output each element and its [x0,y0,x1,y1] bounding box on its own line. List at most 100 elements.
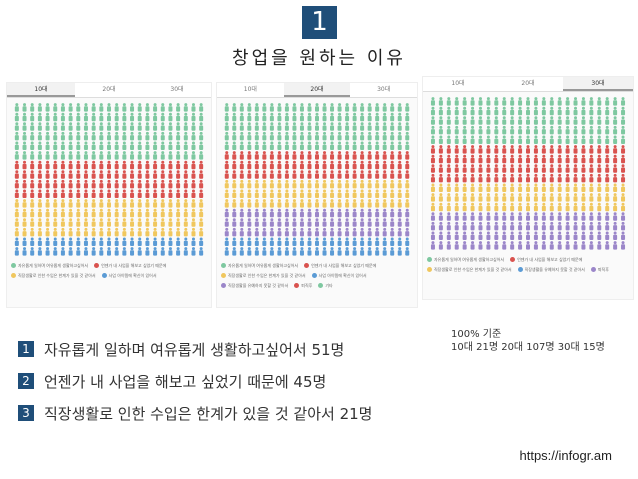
person-icon [14,199,19,208]
person-icon [494,241,499,250]
person-icon [130,189,135,198]
person-icon [37,160,42,170]
person-icon [137,160,142,170]
person-icon [269,199,274,208]
person-icon [613,116,618,125]
person-icon [292,103,297,112]
person-icon [360,131,365,141]
person-icon [137,151,142,160]
person-icon [262,122,267,131]
person-icon [299,199,304,208]
person-icon [76,151,81,160]
age-tab[interactable]: 10대 [243,86,257,93]
person-icon [45,131,50,141]
person-icon [145,179,150,189]
person-icon [446,183,451,192]
person-icon [470,193,475,202]
person-icon [390,103,395,112]
person-icon [307,112,312,122]
person-icon [130,218,135,227]
person-icon [307,237,312,246]
person-icon [581,164,586,173]
person-icon [549,106,554,116]
person-icon [30,199,35,208]
age-tab[interactable]: 20대 [283,83,351,97]
person-icon [122,199,127,208]
person-icon [345,103,350,112]
person-icon [224,179,229,189]
person-icon [360,208,365,218]
person-icon [45,179,50,189]
person-icon [405,122,410,131]
person-icon [589,212,594,221]
person-icon [613,106,618,116]
person-icon [533,183,538,192]
person-icon [284,199,289,208]
person-icon [446,212,451,221]
person-icon [573,202,578,212]
person-icon [322,160,327,170]
person-icon [232,122,237,131]
person-icon [397,189,402,198]
person-icon [430,154,435,164]
age-tab[interactable]: 30대 [563,77,633,91]
person-icon [299,170,304,179]
person-icon [22,199,27,208]
person-icon [130,247,135,256]
person-icon [83,122,88,131]
person-icon [91,141,96,150]
person-icon [45,160,50,170]
person-icon [262,237,267,246]
person-icon [239,208,244,218]
people-icon-grid [14,103,204,256]
person-icon [589,125,594,135]
person-icon [83,218,88,227]
person-icon [99,151,104,160]
person-icon [239,247,244,256]
person-icon [526,97,530,106]
person-icon [360,151,365,160]
person-icon [430,164,435,173]
person-icon [565,106,570,116]
person-icon [494,231,499,240]
age-tab[interactable]: 10대 [7,83,75,97]
person-icon [99,170,104,179]
person-icon [83,227,88,237]
person-icon [76,218,81,227]
person-icon [549,221,554,231]
person-icon [382,112,387,122]
person-icon [60,218,65,227]
person-icon [176,218,181,227]
person-icon [284,189,289,198]
person-icon [352,189,357,198]
person-icon [247,247,252,256]
person-icon [262,208,267,218]
person-icon [107,179,111,189]
age-tab[interactable]: 30대 [377,86,391,93]
person-icon [352,160,357,170]
age-tab[interactable]: 10대 [451,80,465,87]
person-icon [360,179,365,189]
person-icon [405,218,410,227]
person-icon [494,145,499,154]
person-icon [589,106,594,116]
person-icon [454,164,459,173]
age-tab[interactable]: 20대 [521,80,535,87]
person-icon [315,218,319,227]
person-icon [565,135,570,144]
person-icon [183,112,188,122]
age-tab[interactable]: 30대 [170,86,184,93]
person-icon [91,189,96,198]
person-icon [14,170,19,179]
age-tab[interactable]: 20대 [102,86,116,93]
person-icon [176,179,181,189]
person-icon [277,151,282,160]
person-icon [382,218,387,227]
person-icon [307,227,312,237]
person-icon [565,164,570,173]
person-icon [107,160,111,170]
person-icon [367,122,372,131]
person-icon [549,164,554,173]
person-icon [83,208,88,218]
person-icon [22,160,27,170]
